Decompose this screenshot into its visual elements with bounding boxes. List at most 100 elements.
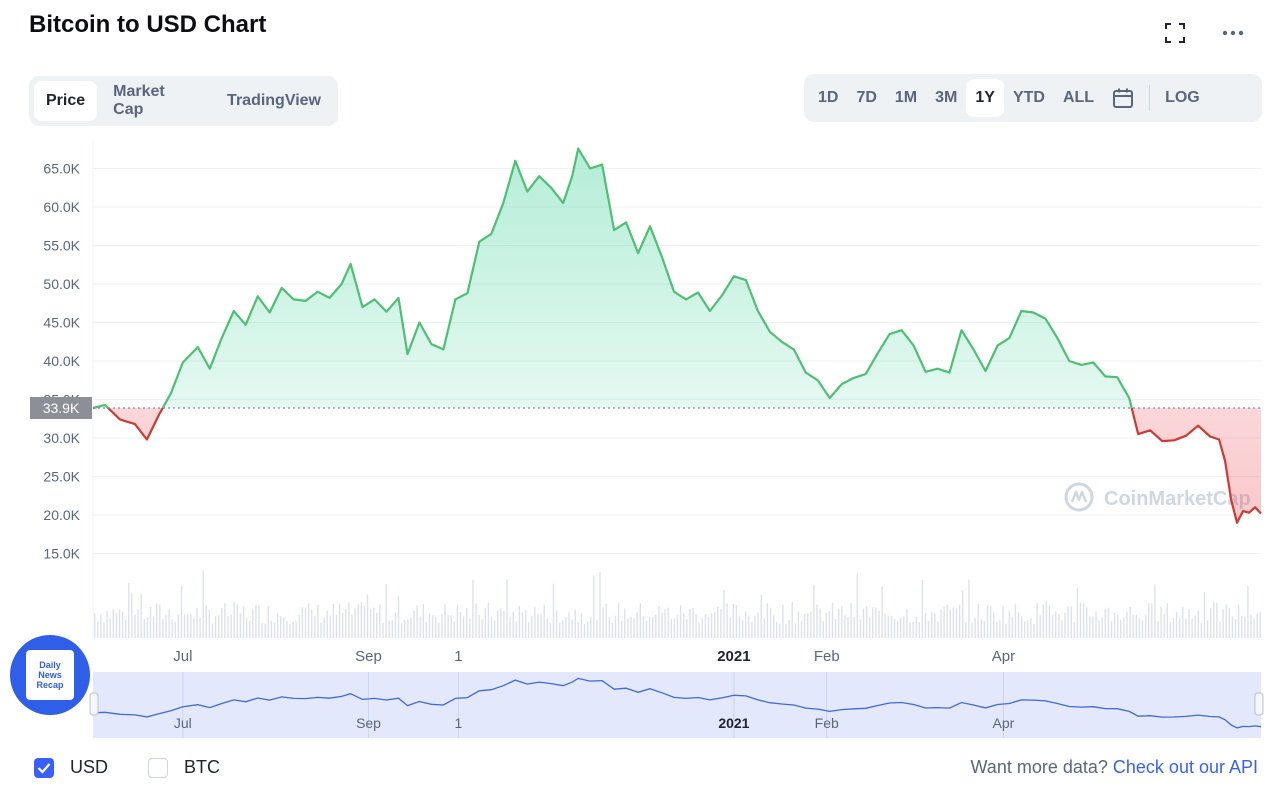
- volume-bar: [549, 622, 552, 638]
- volume-bar: [890, 616, 893, 638]
- volume-bar: [1005, 623, 1007, 638]
- volume-bar: [249, 620, 251, 638]
- volume-bar: [478, 614, 480, 638]
- range-ytd[interactable]: YTD: [1012, 89, 1045, 106]
- volume-bar: [481, 619, 483, 638]
- volume-bar: [537, 614, 539, 638]
- page-title: Bitcoin to USD Chart: [29, 11, 267, 38]
- volume-bar: [1073, 621, 1075, 638]
- calendar-icon[interactable]: [1103, 79, 1143, 117]
- log-scale-toggle[interactable]: LOG: [1165, 89, 1200, 106]
- volume-bar: [466, 607, 468, 638]
- navigator-selection[interactable]: [93, 672, 1261, 738]
- daily-news-recap-badge[interactable]: Daily News Recap: [7, 632, 93, 718]
- header-actions: [1162, 20, 1246, 46]
- api-promo: Want more data? Check out our API: [970, 757, 1258, 778]
- volume-bar: [577, 622, 579, 638]
- volume-bar: [958, 604, 961, 638]
- volume-bar: [636, 612, 638, 638]
- volume-bar: [199, 618, 201, 638]
- price-line-up: [92, 147, 1133, 408]
- range-7d[interactable]: 7D: [856, 89, 877, 106]
- x-tick-label: Feb: [814, 648, 840, 665]
- volume-bar: [707, 617, 710, 638]
- range-navigator[interactable]: Jul Sep 1 2021 Feb Apr: [89, 672, 1264, 738]
- usd-check-icon[interactable]: [34, 757, 54, 778]
- volume-bar: [996, 621, 998, 638]
- volume-bar: [546, 618, 548, 638]
- volume-bar: [214, 616, 217, 638]
- volume-bar: [918, 622, 920, 638]
- volume-bar: [813, 585, 815, 638]
- volume-bar: [726, 603, 728, 638]
- range-3m[interactable]: 3M: [935, 89, 958, 106]
- volume-bar: [1172, 617, 1175, 638]
- volume-bar: [242, 606, 245, 638]
- x-tick-label: 1: [454, 648, 462, 665]
- price-chart[interactable]: 15.0K20.0K25.0K30.0K35.0K40.0K45.0K50.0K…: [0, 130, 1280, 742]
- volume-bar: [320, 622, 322, 638]
- volume-bar: [903, 616, 905, 638]
- volume-bar: [602, 607, 604, 638]
- navigator-left-handle[interactable]: [89, 692, 99, 716]
- volume-bar: [115, 613, 118, 638]
- tab-tradingview[interactable]: TradingView: [227, 92, 321, 109]
- range-all[interactable]: ALL: [1062, 89, 1095, 106]
- volume-bar: [785, 623, 787, 638]
- x-tick-label: 2021: [717, 648, 750, 665]
- volume-bar: [788, 620, 790, 638]
- volume-bar: [1148, 603, 1150, 638]
- volume-bar: [611, 622, 614, 638]
- volume-bar: [407, 618, 409, 638]
- navigator-right-handle[interactable]: [1254, 692, 1264, 716]
- volume-bar: [745, 611, 747, 638]
- tab-market-cap[interactable]: Market Cap: [113, 83, 165, 118]
- more-icon[interactable]: [1220, 20, 1246, 46]
- volume-bar: [1231, 616, 1234, 638]
- volume-bar: [878, 610, 880, 638]
- btc-check-box[interactable]: [148, 757, 169, 778]
- usd-checkbox[interactable]: USD: [34, 757, 108, 778]
- news-badge-card: Daily News Recap: [26, 650, 74, 700]
- api-link[interactable]: Check out our API: [1112, 757, 1258, 777]
- volume-bar: [171, 619, 173, 638]
- coinmarketcap-watermark: CoinMarketCap: [1064, 482, 1251, 512]
- volume-bar: [800, 621, 803, 638]
- volume-bar: [205, 605, 207, 638]
- volume-bar: [652, 616, 654, 638]
- range-1d[interactable]: 1D: [818, 89, 839, 106]
- volume-bar: [776, 621, 778, 638]
- volume-bar: [1117, 614, 1119, 638]
- volume-bar: [137, 609, 139, 638]
- volume-bar: [692, 608, 694, 638]
- volume-bar: [1064, 612, 1066, 638]
- volume-bar: [1076, 588, 1079, 638]
- volume-bar: [1129, 606, 1131, 638]
- volume-bar: [937, 621, 939, 638]
- volume-bar: [949, 609, 951, 638]
- volume-bar: [782, 604, 784, 638]
- fullscreen-icon[interactable]: [1162, 20, 1188, 46]
- btc-checkbox[interactable]: BTC: [148, 757, 220, 778]
- volume-bar: [593, 575, 595, 638]
- volume-bar: [599, 572, 601, 638]
- volume-bar: [673, 618, 676, 638]
- volume-bar: [717, 606, 719, 638]
- volume-bar: [834, 619, 837, 638]
- tab-price[interactable]: Price: [34, 81, 98, 121]
- volume-bar: [264, 623, 266, 638]
- range-1m[interactable]: 1M: [894, 89, 918, 106]
- volume-bar: [968, 579, 970, 638]
- volume-bar: [679, 605, 682, 638]
- volume-bar: [816, 604, 818, 638]
- volume-bar: [710, 613, 713, 638]
- volume-bar: [345, 609, 347, 638]
- volume-bar: [766, 603, 769, 638]
- volume-bar: [980, 619, 982, 638]
- volume-bar: [1241, 616, 1243, 638]
- volume-bar: [366, 594, 369, 638]
- range-1y[interactable]: 1Y: [966, 79, 1004, 117]
- volume-bar: [1213, 602, 1215, 638]
- volume-bar: [289, 624, 291, 638]
- volume-bar: [927, 620, 930, 638]
